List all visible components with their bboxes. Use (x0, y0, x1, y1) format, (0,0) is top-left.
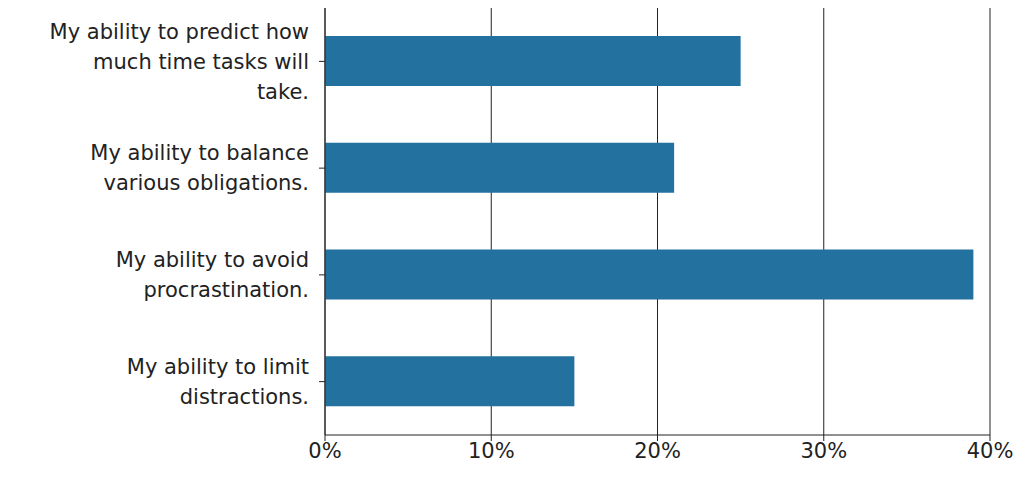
svg-text:0%: 0% (308, 439, 341, 463)
svg-text:My ability to avoidprocrastina: My ability to avoidprocrastination. (116, 248, 309, 302)
svg-text:20%: 20% (634, 439, 681, 463)
svg-text:40%: 40% (967, 439, 1014, 463)
svg-text:My ability to limitdistraction: My ability to limitdistractions. (127, 355, 309, 409)
svg-text:My ability to predict howmuch: My ability to predict howmuch time tasks… (50, 20, 309, 104)
svg-text:My ability to balancevarious o: My ability to balancevarious obligations… (90, 141, 309, 195)
svg-text:30%: 30% (800, 439, 847, 463)
svg-text:10%: 10% (468, 439, 515, 463)
